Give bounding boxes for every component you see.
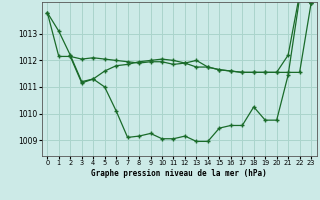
X-axis label: Graphe pression niveau de la mer (hPa): Graphe pression niveau de la mer (hPa)	[91, 169, 267, 178]
